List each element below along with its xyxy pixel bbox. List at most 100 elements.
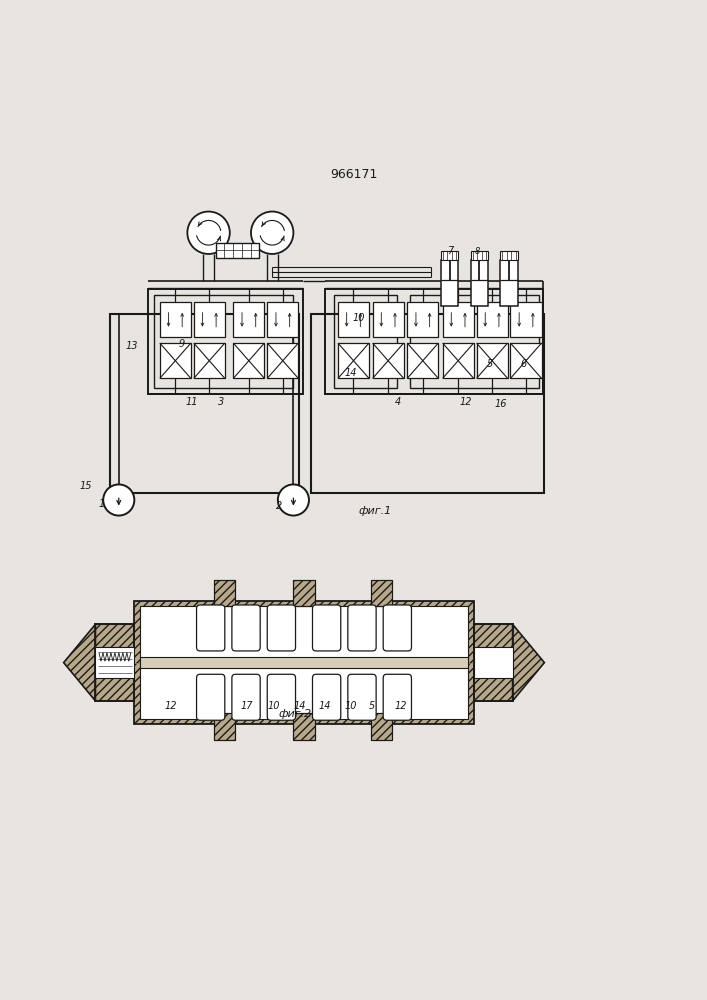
FancyBboxPatch shape <box>383 605 411 651</box>
Bar <box>389 683 406 711</box>
FancyBboxPatch shape <box>267 605 296 651</box>
FancyBboxPatch shape <box>197 605 225 651</box>
Bar <box>293 580 315 606</box>
FancyBboxPatch shape <box>197 605 225 651</box>
Text: 966171: 966171 <box>329 168 378 181</box>
Bar <box>154 295 293 388</box>
Bar <box>371 580 392 606</box>
FancyBboxPatch shape <box>232 674 260 720</box>
Text: 6: 6 <box>520 359 527 369</box>
Bar <box>214 713 235 740</box>
Bar <box>110 314 299 493</box>
Bar <box>373 343 404 378</box>
Circle shape <box>278 484 309 516</box>
Bar <box>443 343 474 378</box>
Text: 14: 14 <box>293 701 306 711</box>
Bar <box>318 683 335 711</box>
FancyBboxPatch shape <box>383 605 411 651</box>
Bar <box>407 302 438 337</box>
Bar <box>477 302 508 337</box>
Bar <box>407 343 438 378</box>
Bar <box>214 580 235 606</box>
Bar <box>140 606 468 719</box>
Bar <box>140 657 468 668</box>
Text: 12: 12 <box>460 397 472 407</box>
Bar <box>500 251 518 260</box>
FancyBboxPatch shape <box>267 674 296 720</box>
FancyBboxPatch shape <box>267 674 296 720</box>
Bar <box>371 713 392 740</box>
Text: 14: 14 <box>318 701 331 711</box>
Bar <box>441 251 458 260</box>
Bar <box>238 614 255 642</box>
Bar <box>471 251 488 260</box>
Bar <box>95 624 134 701</box>
Text: 5: 5 <box>486 359 493 369</box>
FancyBboxPatch shape <box>312 674 341 720</box>
Bar <box>160 343 191 378</box>
FancyBboxPatch shape <box>348 674 376 720</box>
Bar <box>510 343 542 378</box>
Text: 10: 10 <box>352 313 365 323</box>
Text: 14: 14 <box>344 368 357 378</box>
FancyBboxPatch shape <box>232 605 260 651</box>
Bar <box>338 343 369 378</box>
Bar <box>338 302 369 337</box>
Bar <box>233 302 264 337</box>
Bar <box>373 302 404 337</box>
Text: 4: 4 <box>395 397 401 407</box>
FancyBboxPatch shape <box>312 605 341 651</box>
Bar <box>410 295 539 388</box>
Bar <box>318 614 335 642</box>
Bar <box>202 683 219 711</box>
Text: 16: 16 <box>495 399 508 409</box>
FancyBboxPatch shape <box>383 674 411 720</box>
Bar <box>354 614 370 642</box>
FancyBboxPatch shape <box>348 605 376 651</box>
Bar <box>233 343 264 378</box>
Bar <box>477 343 508 378</box>
FancyBboxPatch shape <box>197 674 225 720</box>
Bar <box>160 302 191 337</box>
Bar <box>474 647 513 678</box>
Circle shape <box>187 212 230 254</box>
Bar <box>293 713 315 740</box>
Text: 10: 10 <box>267 701 280 711</box>
Bar <box>214 713 235 740</box>
FancyBboxPatch shape <box>348 674 376 720</box>
Text: 8: 8 <box>475 247 481 256</box>
Text: 15: 15 <box>79 481 92 491</box>
Polygon shape <box>513 624 544 701</box>
Text: 2: 2 <box>276 501 282 511</box>
Bar <box>202 614 219 642</box>
Bar <box>267 302 298 337</box>
Bar <box>194 302 225 337</box>
Bar <box>273 614 290 642</box>
Circle shape <box>103 484 134 516</box>
Polygon shape <box>64 624 95 701</box>
Text: 12: 12 <box>395 701 407 711</box>
Bar <box>354 683 370 711</box>
FancyBboxPatch shape <box>348 605 376 651</box>
Bar <box>325 289 543 394</box>
Text: 3: 3 <box>218 397 224 407</box>
Bar <box>500 260 518 306</box>
Bar <box>471 260 488 306</box>
Bar <box>474 624 513 701</box>
Bar <box>371 713 392 740</box>
Text: 13: 13 <box>126 341 139 351</box>
Text: 9: 9 <box>178 339 185 349</box>
FancyBboxPatch shape <box>232 605 260 651</box>
Bar <box>194 343 225 378</box>
Bar <box>95 647 134 678</box>
Bar <box>474 624 513 701</box>
Bar <box>95 624 134 701</box>
Text: фиг.2: фиг.2 <box>279 709 312 719</box>
Bar <box>443 302 474 337</box>
FancyBboxPatch shape <box>383 674 411 720</box>
FancyBboxPatch shape <box>312 674 341 720</box>
Text: 11: 11 <box>185 397 198 407</box>
Bar <box>134 601 474 724</box>
Bar <box>371 580 392 606</box>
Bar <box>267 343 298 378</box>
